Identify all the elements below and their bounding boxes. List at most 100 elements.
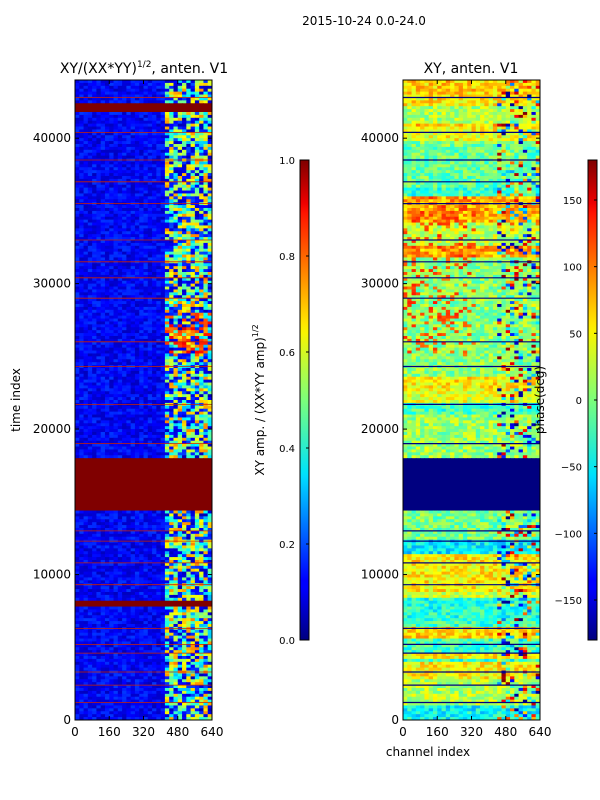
heatmap-cell: [169, 504, 175, 509]
heatmap-cell: [139, 321, 145, 325]
heatmap-cell: [134, 231, 140, 235]
heatmap-cell: [79, 144, 85, 148]
heatmap-cell: [113, 382, 119, 387]
heatmap-cell: [113, 176, 119, 180]
heatmap-cell: [122, 254, 127, 259]
heatmap-cell: [173, 199, 179, 203]
heatmap-cell: [79, 251, 85, 256]
heatmap-cell: [92, 225, 98, 229]
heatmap-cell: [83, 176, 89, 180]
heatmap-cell: [169, 135, 175, 139]
heatmap-cell: [104, 152, 110, 157]
heatmap-cell: [79, 283, 85, 288]
heatmap-cell: [104, 193, 110, 197]
heatmap-cell: [186, 359, 192, 363]
heatmap-cell: [134, 493, 140, 497]
heatmap-cell: [117, 414, 123, 419]
heatmap-cell: [79, 382, 85, 387]
heatmap-cell: [122, 318, 127, 323]
heatmap-cell: [126, 423, 132, 427]
heatmap-cell: [169, 338, 175, 343]
heatmap-cell: [152, 507, 157, 512]
heatmap-cell: [75, 126, 80, 131]
heatmap-cell: [130, 286, 136, 291]
heatmap-cell: [87, 382, 93, 387]
heatmap-cell: [186, 82, 192, 87]
heatmap-cell: [203, 350, 209, 355]
heatmap-cell: [87, 126, 93, 131]
heatmap-cell: [100, 432, 106, 436]
heatmap-cell: [173, 184, 179, 189]
heatmap-cell: [109, 103, 115, 107]
heatmap-cell: [117, 141, 123, 145]
heatmap-cell: [109, 510, 115, 515]
heatmap-cell: [160, 513, 166, 517]
heatmap-cell: [79, 228, 85, 232]
heatmap-cell: [104, 434, 110, 439]
heatmap-cell: [75, 338, 80, 343]
heatmap-cell: [173, 173, 179, 177]
heatmap-cell: [194, 359, 200, 363]
heatmap-cell: [130, 525, 136, 529]
heatmap-cell: [100, 193, 106, 197]
heatmap-cell: [199, 469, 205, 474]
heatmap-cell: [134, 82, 140, 87]
heatmap-cell: [139, 516, 145, 520]
heatmap-cell: [164, 528, 170, 532]
heatmap-cell: [122, 498, 127, 503]
heatmap-cell: [186, 91, 192, 96]
heatmap-cell: [104, 490, 110, 494]
heatmap-cell: [83, 324, 89, 328]
heatmap-cell: [194, 85, 200, 90]
heatmap-cell: [126, 507, 132, 512]
heatmap-cell: [130, 347, 136, 352]
heatmap-cell: [169, 309, 175, 314]
heatmap-cell: [160, 347, 166, 352]
heatmap-cell: [96, 199, 102, 203]
heatmap-cell: [177, 461, 183, 465]
heatmap-cell: [113, 501, 119, 506]
heatmap-cell: [109, 362, 115, 366]
heatmap-cell: [104, 167, 110, 171]
heatmap-cell: [83, 466, 89, 471]
heatmap-cell: [100, 181, 106, 186]
heatmap-cell: [194, 344, 200, 349]
heatmap-cell: [75, 176, 80, 180]
heatmap-cell: [194, 301, 200, 305]
heatmap-cell: [117, 109, 123, 113]
heatmap-cell: [83, 432, 89, 436]
heatmap-cell: [164, 411, 170, 416]
heatmap-cell: [79, 88, 85, 93]
heatmap-cell: [79, 498, 85, 503]
heatmap-cell: [104, 388, 110, 392]
heatmap-cell: [96, 496, 102, 500]
heatmap-cell: [160, 210, 166, 215]
heatmap-cell: [182, 336, 187, 340]
heatmap-cell: [139, 309, 145, 314]
heatmap-cell: [117, 184, 123, 189]
heatmap-cell: [75, 225, 80, 229]
heatmap-cell: [87, 344, 93, 349]
heatmap-cell: [104, 400, 110, 404]
heatmap-cell: [177, 178, 183, 183]
heatmap-cell: [113, 455, 119, 459]
heatmap-cell: [75, 443, 80, 448]
heatmap-cell: [156, 516, 162, 520]
heatmap-cell: [96, 205, 102, 209]
heatmap-cell: [92, 455, 98, 459]
heatmap-cell: [122, 106, 127, 110]
heatmap-cell: [143, 219, 149, 224]
heatmap-cell: [83, 301, 89, 305]
heatmap-cell: [177, 304, 183, 308]
heatmap-cell: [117, 199, 123, 203]
heatmap-cell: [117, 344, 123, 349]
heatmap-cell: [186, 208, 192, 212]
heatmap-cell: [207, 306, 212, 311]
heatmap-cell: [207, 516, 212, 520]
heatmap-cell: [143, 504, 149, 509]
heatmap-cell: [199, 394, 205, 398]
heatmap-cell: [182, 216, 187, 221]
heatmap-cell: [79, 301, 85, 305]
heatmap-cell: [203, 434, 209, 439]
heatmap-cell: [104, 269, 110, 273]
